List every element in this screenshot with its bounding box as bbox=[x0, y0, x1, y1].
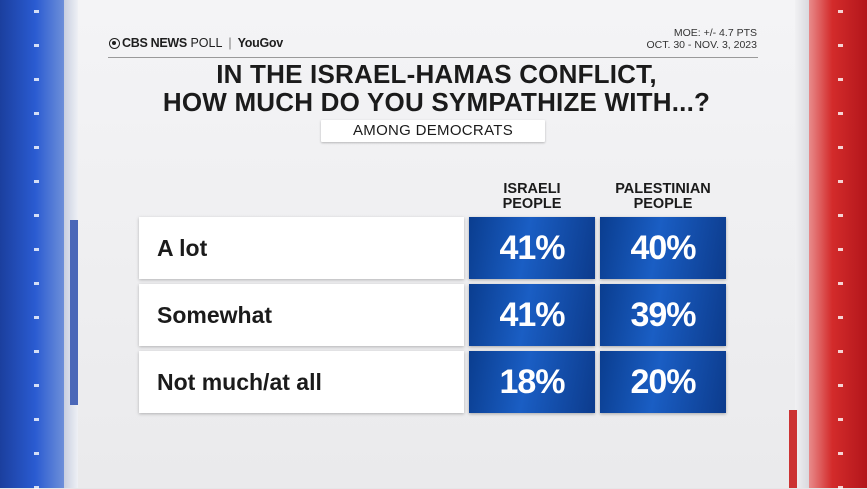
column-header-line: ISRAELI bbox=[503, 181, 561, 197]
poll-meta: MOE: +/- 4.7 PTS OCT. 30 - NOV. 3, 2023 bbox=[646, 27, 757, 51]
row-label-not-much: Not much/at all bbox=[139, 351, 464, 413]
stripe-tick bbox=[34, 452, 39, 455]
poll-dates: OCT. 30 - NOV. 3, 2023 bbox=[646, 39, 757, 51]
value-israeli-not-much: 18% bbox=[469, 351, 595, 413]
value-israeli-a-lot: 41% bbox=[469, 217, 595, 279]
stripe-tick bbox=[34, 282, 39, 285]
stripe-tick bbox=[34, 78, 39, 81]
column-header-israeli: ISRAELI PEOPLE bbox=[469, 182, 595, 212]
column-header-line: PEOPLE bbox=[633, 196, 693, 212]
stripe-tick bbox=[838, 10, 843, 13]
brand-name: CBS NEWS bbox=[122, 36, 187, 50]
stripe-tick bbox=[838, 452, 843, 455]
stripe-tick bbox=[838, 350, 843, 353]
title-line-2: HOW MUCH DO YOU SYMPATHIZE WITH...? bbox=[162, 87, 711, 117]
stripe-tick bbox=[838, 282, 843, 285]
title-line-1: IN THE ISRAEL-HAMAS CONFLICT, bbox=[216, 59, 657, 89]
row-label-somewhat: Somewhat bbox=[139, 284, 464, 346]
stripe-tick bbox=[34, 316, 39, 319]
partner-name: YouGov bbox=[237, 36, 284, 50]
value-israeli-somewhat: 41% bbox=[469, 284, 595, 346]
stripe-tick bbox=[34, 214, 39, 217]
stripe-tick bbox=[34, 10, 39, 13]
stripe-tick bbox=[838, 316, 843, 319]
subgroup-label: AMONG DEMOCRATS bbox=[321, 120, 545, 142]
column-header-line: PEOPLE bbox=[502, 196, 562, 212]
right-red-stripe bbox=[809, 0, 867, 488]
value-palestinian-somewhat: 39% bbox=[600, 284, 726, 346]
poll-label: POLL bbox=[190, 36, 223, 50]
cbs-logo: CBS NEWS POLL | YouGov bbox=[109, 35, 283, 51]
left-accent-strip bbox=[70, 220, 78, 405]
question-title: IN THE ISRAEL-HAMAS CONFLICT, HOW MUCH D… bbox=[78, 60, 795, 116]
stripe-tick bbox=[838, 112, 843, 115]
stripe-tick bbox=[838, 214, 843, 217]
stripe-tick bbox=[838, 248, 843, 251]
stripe-tick bbox=[838, 418, 843, 421]
stripe-tick bbox=[34, 146, 39, 149]
right-accent-strip bbox=[789, 410, 797, 488]
stripe-tick bbox=[838, 146, 843, 149]
stripe-tick bbox=[838, 78, 843, 81]
stripe-tick bbox=[34, 350, 39, 353]
stripe-tick bbox=[34, 112, 39, 115]
stripe-tick bbox=[34, 44, 39, 47]
margin-of-error: MOE: +/- 4.7 PTS bbox=[673, 27, 757, 39]
stripe-tick bbox=[838, 384, 843, 387]
stripe-tick bbox=[34, 248, 39, 251]
stripe-tick bbox=[34, 418, 39, 421]
cbs-eye-icon bbox=[109, 37, 120, 49]
stripe-tick bbox=[34, 180, 39, 183]
column-header-palestinian: PALESTINIAN PEOPLE bbox=[600, 182, 726, 212]
row-label-a-lot: A lot bbox=[139, 217, 464, 279]
left-blue-stripe bbox=[0, 0, 64, 488]
stripe-tick bbox=[838, 44, 843, 47]
value-palestinian-a-lot: 40% bbox=[600, 217, 726, 279]
column-header-line: PALESTINIAN bbox=[615, 181, 711, 197]
header-divider bbox=[108, 57, 758, 58]
logo-separator: | bbox=[228, 36, 232, 50]
right-inner-stripe bbox=[795, 0, 809, 488]
stripe-tick bbox=[838, 180, 843, 183]
value-palestinian-not-much: 20% bbox=[600, 351, 726, 413]
stripe-tick bbox=[34, 384, 39, 387]
